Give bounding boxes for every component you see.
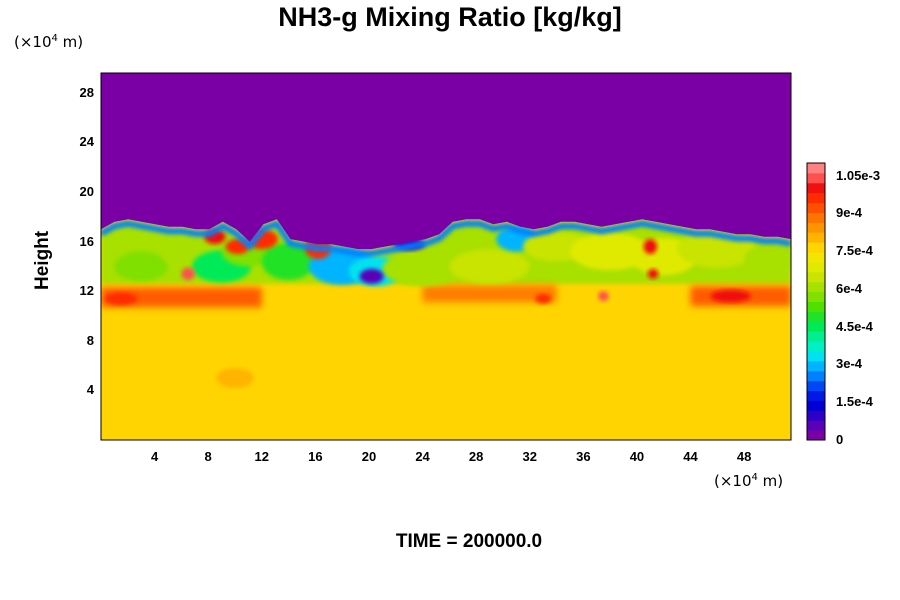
colorbar-tick-label: 1.5e-4 [836,394,873,410]
colorbar-swatch [807,172,825,184]
field-blob [216,368,254,388]
colorbar-swatch [807,350,825,362]
colorbar-swatch [807,222,825,233]
colorbar-swatch [807,370,825,382]
y-tick-label: 8 [86,332,94,348]
y-tick-label: 28 [79,84,94,100]
y-tick-label: 12 [79,283,94,299]
field-blob [359,268,384,284]
colorbar-tick-label: 0 [836,432,844,447]
upper-layer [101,73,791,250]
colorbar-swatch [807,192,825,204]
field-blob [181,267,195,281]
colorbar-swatch [807,430,825,441]
x-tick-label: 4 [150,449,159,464]
field-blob [535,293,552,304]
colorbar-swatch [807,420,825,431]
interface-edge [101,219,791,257]
colorbar-swatch [807,321,825,332]
x-tick-label: 16 [308,449,323,464]
field-blob [744,244,791,274]
colorbar-swatch [807,410,825,421]
colorbar-swatch [807,400,825,411]
field-blob [647,268,659,279]
colorbar [806,162,826,441]
time-label: TIME = 200000.0 [395,531,543,552]
colorbar-swatch [807,232,825,243]
colorbar-swatch [807,271,825,283]
x-tick-label: 32 [522,449,537,464]
colorbar-tick-label: 4.5e-4 [836,318,873,334]
colorbar-tick-label: 3e-4 [836,356,863,372]
colorbar-swatch [807,301,825,312]
colorbar-swatch [807,252,825,263]
field-blob [382,251,463,287]
x-tick-label: 20 [361,449,377,464]
field-blob [449,249,530,284]
plot-frame [100,72,792,441]
plot-area [101,73,791,440]
colorbar-swatch [807,390,825,401]
colorbar-swatch [807,281,825,293]
field-blob [105,292,138,305]
colorbar-tick-label: 1.05e-3 [836,167,881,183]
x-tick-label: 36 [576,449,591,464]
y-tick-label: 20 [79,184,94,200]
x-tick-label: 24 [415,449,430,464]
x-tick-label: 8 [204,449,212,464]
colorbar-swatch [807,380,825,392]
colorbar-swatch [807,331,825,342]
colorbar-tick-label: 6e-4 [836,280,863,296]
colorbar-frame [806,162,826,441]
colorbar-swatch [807,202,825,213]
y-tick-label: 16 [79,233,94,249]
x-tick-label: 44 [683,449,698,464]
field-blob [114,251,168,282]
colorbar-swatch [807,360,825,372]
x-tick-label: 40 [629,449,645,464]
field-blob [643,239,658,255]
colorbar-swatch [807,261,825,273]
x-tick-label: 28 [468,449,484,464]
colorbar-swatch [807,242,825,253]
y-tick-label: 4 [86,382,94,398]
high-ratio-band [422,285,557,303]
colorbar-tick-label: 7.5e-4 [836,243,873,259]
colorbar-swatch [807,182,825,194]
high-ratio-band [101,287,262,308]
x-tick-label: 48 [736,449,752,464]
field-blob [261,242,316,281]
colorbar-swatch [807,163,825,174]
colorbar-tick-label: 9e-4 [836,205,863,221]
field-blob [710,289,751,303]
field-blob [598,291,609,302]
colorbar-swatch [807,341,825,352]
chart-title: NH3-g Mixing Ratio [kg/kg] [278,2,622,32]
y-axis-unit-label: (×104 m) [14,33,84,51]
y-tick-label: 24 [79,134,94,150]
colorbar-swatch [807,311,825,322]
x-axis-unit-label: (×104 m) [714,472,784,490]
colorbar-swatch [807,212,825,223]
colorbar-swatch [807,291,825,302]
field-blob [569,232,651,271]
x-tick-label: 12 [254,449,269,464]
